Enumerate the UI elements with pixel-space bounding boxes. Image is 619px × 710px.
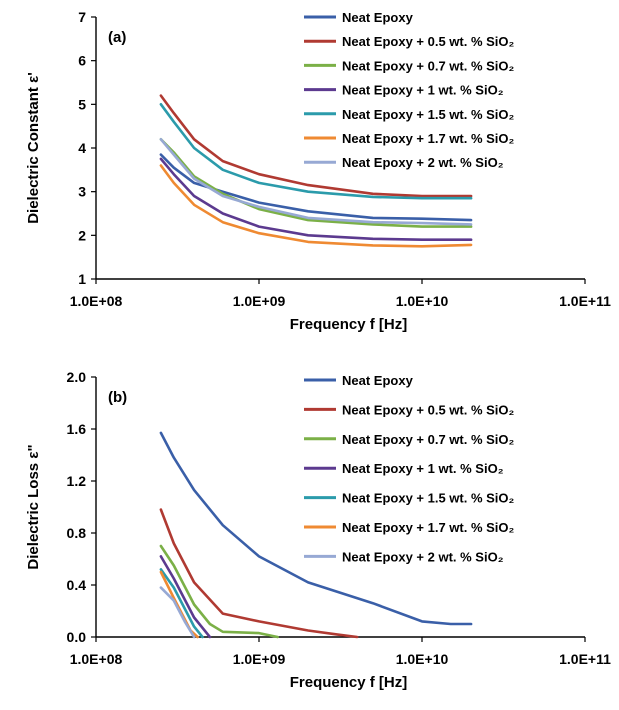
- legend-label: Neat Epoxy + 1 wt. % SiO₂: [342, 83, 504, 98]
- y-axis-title: Dielectric Constant ε': [25, 72, 42, 224]
- series-line: [159, 153, 473, 222]
- legend-entry: Neat Epoxy + 1 wt. % SiO₂: [304, 83, 504, 98]
- y-tick-label: 1: [78, 271, 86, 287]
- y-tick-label: 6: [78, 53, 86, 69]
- series-line: [159, 544, 279, 639]
- chart-panel-b: 0.0 0.4 0.8 1.2 1.6 2.0 1.0E+08 1.0E+09 1.0E+10 1…: [25, 369, 611, 691]
- x-tick-label: 1.0E+08: [70, 293, 123, 309]
- y-tick-label: 7: [78, 9, 86, 25]
- x-tick-label: 1.0E+10: [396, 651, 449, 667]
- x-tick-label: 1.0E+09: [233, 293, 286, 309]
- legend: Neat Epoxy Neat Epoxy + 0.5 wt. % SiO₂ Nea…: [304, 10, 515, 170]
- legend-label: Neat Epoxy + 1.5 wt. % SiO₂: [342, 491, 515, 506]
- legend-entry: Neat Epoxy + 1.7 wt. % SiO₂: [304, 520, 515, 535]
- panel-label: (a): [108, 29, 126, 46]
- series-line: [159, 94, 473, 198]
- series-line: [159, 570, 199, 639]
- legend-entry: Neat Epoxy + 0.7 wt. % SiO₂: [304, 432, 515, 447]
- legend-label: Neat Epoxy + 0.7 wt. % SiO₂: [342, 58, 515, 73]
- legend-entry: Neat Epoxy + 0.5 wt. % SiO₂: [304, 34, 515, 49]
- legend: Neat Epoxy Neat Epoxy + 0.5 wt. % SiO₂ Nea…: [304, 373, 515, 564]
- y-tick-label: 2: [78, 227, 86, 243]
- x-tick-label: 1.0E+11: [559, 651, 611, 667]
- series-line: [159, 138, 473, 226]
- y-tick-label: 0.4: [67, 577, 87, 593]
- legend-label: Neat Epoxy + 1.5 wt. % SiO₂: [342, 107, 515, 122]
- legend-entry: Neat Epoxy + 1.5 wt. % SiO₂: [304, 107, 515, 122]
- legend-entry: Neat Epoxy + 1.5 wt. % SiO₂: [304, 491, 515, 506]
- series-line: [159, 138, 473, 228]
- x-tick-label: 1.0E+10: [396, 293, 449, 309]
- series-line: [159, 555, 212, 639]
- legend-label: Neat Epoxy + 0.5 wt. % SiO₂: [342, 34, 515, 49]
- y-axis-title: Dielectric Loss ε": [25, 444, 42, 569]
- series-line: [159, 431, 473, 626]
- series-line: [159, 103, 473, 200]
- y-tick-label: 1.6: [67, 421, 87, 437]
- legend-label: Neat Epoxy + 1 wt. % SiO₂: [342, 461, 504, 476]
- y-tick-label: 0.0: [67, 629, 87, 645]
- panel-label: (b): [108, 389, 127, 406]
- y-tick-label: 1.2: [67, 473, 87, 489]
- legend-entry: Neat Epoxy + 0.7 wt. % SiO₂: [304, 58, 515, 73]
- y-tick-label: 4: [78, 140, 86, 156]
- y-tick-label: 3: [78, 184, 86, 200]
- y-tick-label: 0.8: [67, 525, 87, 541]
- x-tick-label: 1.0E+11: [559, 293, 611, 309]
- chart-panel-a: 1 2 3 4 5 6 7 1.0E+08 1.0E+09 1.0E+10 1.0E+11 Frequ…: [25, 9, 611, 333]
- legend-entry: Neat Epoxy + 1.7 wt. % SiO₂: [304, 131, 515, 146]
- legend-label: Neat Epoxy + 0.5 wt. % SiO₂: [342, 402, 515, 417]
- x-axis-title: Frequency f [Hz]: [290, 316, 408, 333]
- legend-label: Neat Epoxy + 2 wt. % SiO₂: [342, 155, 504, 170]
- y-tick-label: 2.0: [67, 369, 87, 385]
- series-line: [159, 568, 204, 639]
- legend-entry: Neat Epoxy + 2 wt. % SiO₂: [304, 155, 504, 170]
- legend-label: Neat Epoxy + 2 wt. % SiO₂: [342, 549, 504, 564]
- legend-label: Neat Epoxy: [342, 373, 414, 388]
- x-axis-title: Frequency f [Hz]: [290, 674, 408, 691]
- legend-entry: Neat Epoxy + 2 wt. % SiO₂: [304, 549, 504, 564]
- legend-label: Neat Epoxy: [342, 10, 414, 25]
- x-tick-label: 1.0E+08: [70, 651, 123, 667]
- legend-entry: Neat Epoxy + 0.5 wt. % SiO₂: [304, 402, 515, 417]
- legend-entry: Neat Epoxy + 1 wt. % SiO₂: [304, 461, 504, 476]
- legend-entry: Neat Epoxy: [304, 10, 414, 25]
- x-tick-label: 1.0E+09: [233, 651, 286, 667]
- series-line: [159, 508, 359, 639]
- legend-entry: Neat Epoxy: [304, 373, 414, 388]
- series-line: [159, 157, 473, 241]
- legend-label: Neat Epoxy + 1.7 wt. % SiO₂: [342, 131, 515, 146]
- y-tick-label: 5: [78, 96, 86, 112]
- series-line: [159, 164, 473, 248]
- legend-label: Neat Epoxy + 0.7 wt. % SiO₂: [342, 432, 515, 447]
- legend-label: Neat Epoxy + 1.7 wt. % SiO₂: [342, 520, 515, 535]
- series-line: [159, 586, 196, 639]
